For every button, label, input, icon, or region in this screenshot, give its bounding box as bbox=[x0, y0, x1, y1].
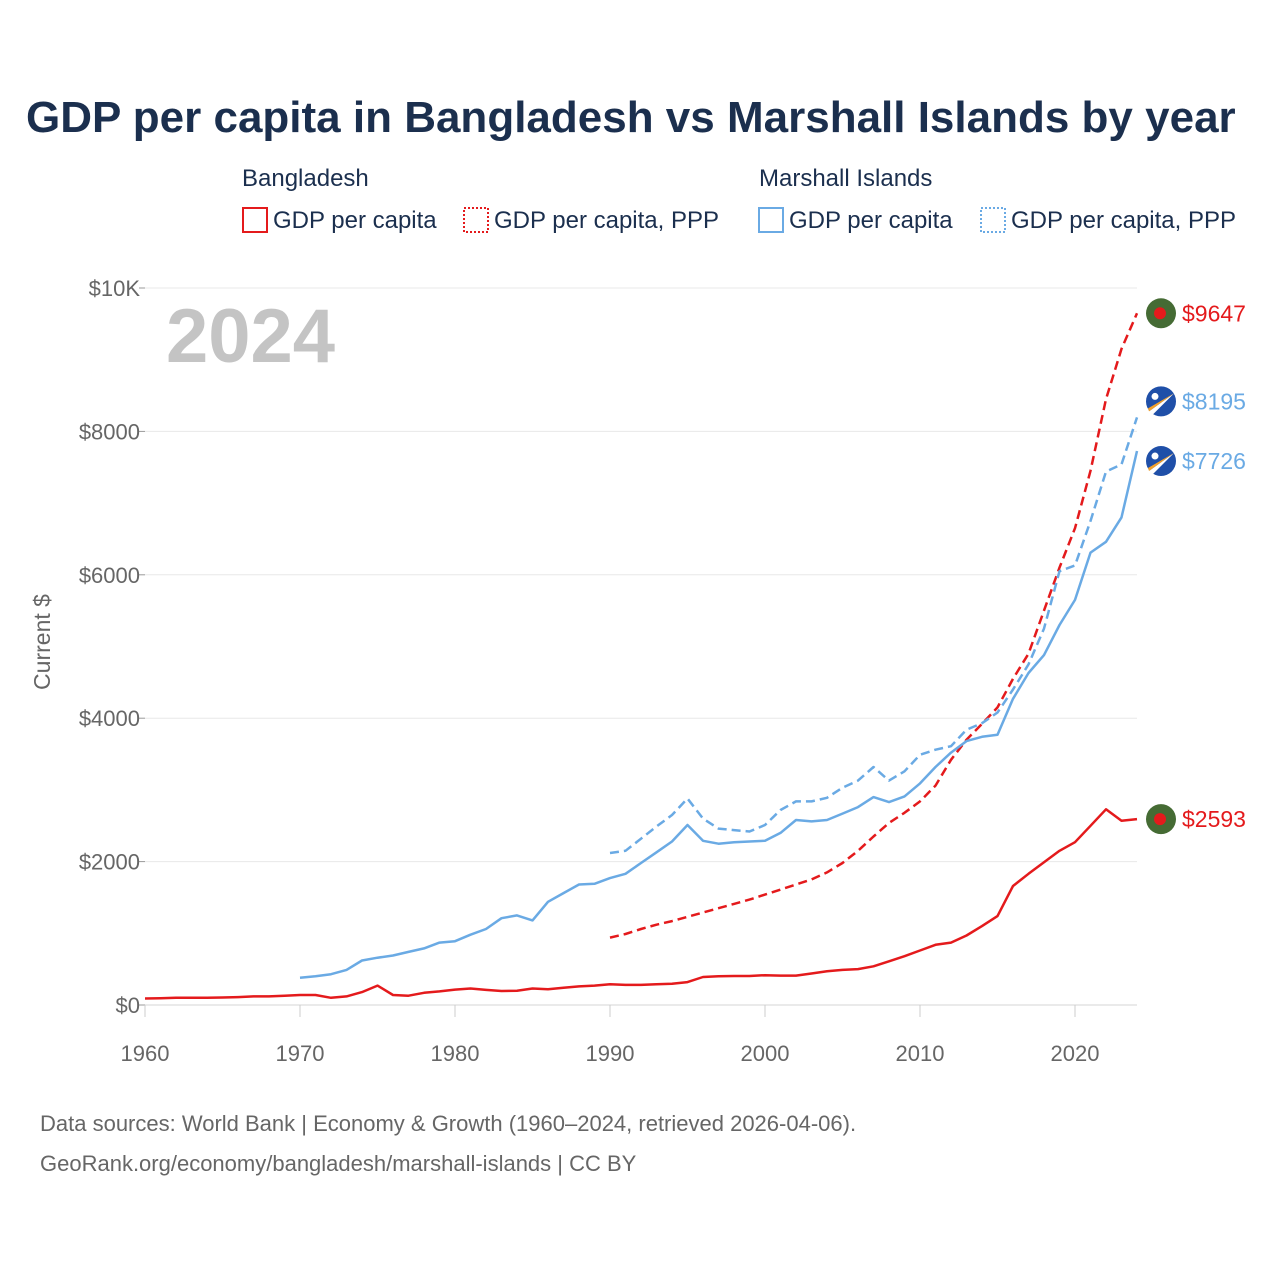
flag-bangladesh-disc bbox=[1154, 813, 1166, 826]
flag-mh-star bbox=[1151, 452, 1159, 460]
end-value-label: $8195 bbox=[1182, 388, 1246, 414]
flag-mh-stripe-orange bbox=[1148, 393, 1174, 412]
chart-title: GDP per capita in Bangladesh vs Marshall… bbox=[26, 93, 1236, 142]
legend-group-marshall-islands: Marshall Islands bbox=[759, 165, 932, 192]
flag-bangladesh-disc bbox=[1154, 307, 1166, 320]
legend-group-bangladesh: Bangladesh bbox=[242, 165, 369, 192]
source-line-1: Data sources: World Bank | Economy & Gro… bbox=[40, 1111, 856, 1136]
year-label: 2024 bbox=[166, 294, 335, 379]
legend-label-bd-ppp: GDP per capita, PPP bbox=[494, 207, 719, 234]
x-tick-label: 1990 bbox=[586, 1041, 635, 1066]
legend-label-mh-ppp: GDP per capita, PPP bbox=[1011, 207, 1236, 234]
y-tick-label: $8000 bbox=[79, 419, 140, 444]
legend-swatch-bd-ppp bbox=[463, 207, 489, 233]
legend-label-bd-gdp: GDP per capita bbox=[273, 207, 437, 234]
legend-label-mh-gdp: GDP per capita bbox=[789, 207, 953, 234]
legend-swatch-bd-gdp bbox=[242, 207, 268, 233]
legend-swatch-mh-ppp bbox=[980, 207, 1006, 233]
series-lines bbox=[144, 312, 1139, 1000]
legend-swatch-mh-gdp bbox=[758, 207, 784, 233]
x-tick-label: 1980 bbox=[431, 1041, 480, 1066]
x-tick-label: 1960 bbox=[121, 1041, 170, 1066]
end-value-label: $9647 bbox=[1182, 300, 1246, 326]
series-line-1 bbox=[609, 312, 1139, 939]
y-tick-label: $4000 bbox=[79, 706, 140, 731]
source-line-2: GeoRank.org/economy/bangladesh/marshall-… bbox=[40, 1151, 637, 1176]
x-axis-ticks: 1960 1970 1980 1990 2000 2010 2020 bbox=[121, 1005, 1100, 1066]
y-tick-label: $6000 bbox=[79, 563, 140, 588]
legend: Bangladesh GDP per capita GDP per capita… bbox=[242, 165, 1236, 234]
y-tick-label: $0 bbox=[116, 993, 140, 1018]
series-line-3 bbox=[609, 417, 1139, 855]
y-axis-title: Current $ bbox=[29, 594, 55, 690]
x-tick-label: 2010 bbox=[896, 1041, 945, 1066]
series-line-0 bbox=[144, 808, 1138, 1000]
x-tick-label: 2020 bbox=[1051, 1041, 1100, 1066]
end-value-label: $7726 bbox=[1182, 448, 1246, 474]
y-tick-label: $2000 bbox=[79, 850, 140, 875]
flag-mh-stripe-white bbox=[1149, 453, 1174, 475]
flag-mh-star bbox=[1151, 392, 1159, 400]
flag-mh-stripe-orange bbox=[1148, 453, 1174, 472]
y-axis-ticks: $0 $2000 $4000 $6000 $8000 $10K bbox=[79, 276, 145, 1018]
y-tick-label: $10K bbox=[89, 276, 141, 301]
gridlines bbox=[145, 287, 1137, 1006]
end-value-label: $2593 bbox=[1182, 806, 1246, 832]
x-tick-label: 1970 bbox=[276, 1041, 325, 1066]
x-tick-label: 2000 bbox=[741, 1041, 790, 1066]
end-markers: $2593 $9647 $7726 $8195 bbox=[1146, 298, 1246, 835]
series-line-2 bbox=[299, 450, 1139, 980]
flag-mh-stripe-white bbox=[1149, 393, 1174, 415]
